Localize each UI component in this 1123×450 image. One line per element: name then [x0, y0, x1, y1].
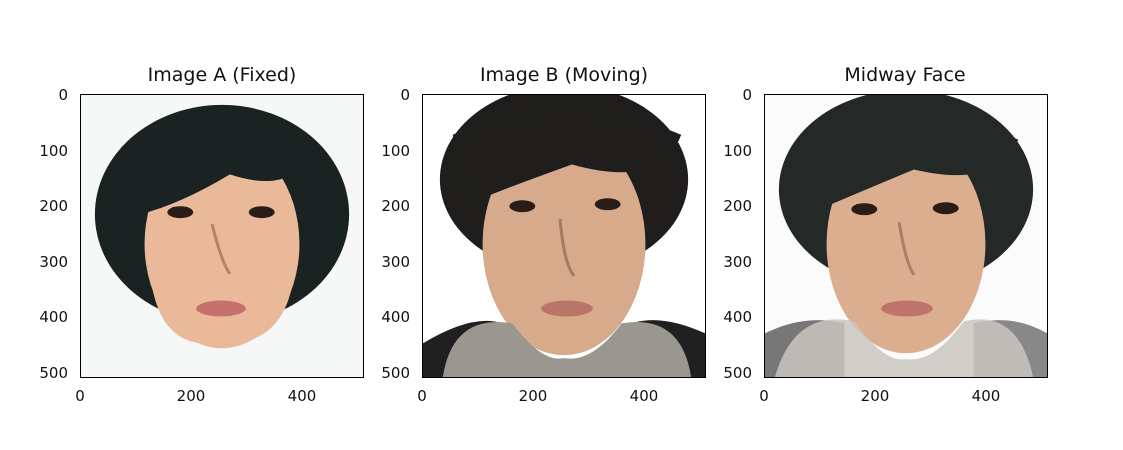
x-tick-label: 400 — [287, 387, 317, 405]
x-tick-label: 400 — [971, 387, 1001, 405]
image-frame-a — [80, 94, 364, 378]
y-tick-label: 300 — [381, 253, 410, 271]
face-image-midway — [765, 95, 1047, 377]
y-tick-label: 0 — [400, 86, 410, 104]
y-tick-label: 500 — [39, 364, 68, 382]
panel-title: Image B (Moving) — [479, 64, 649, 86]
image-frame-midway — [764, 94, 1048, 378]
face-image-a — [81, 95, 363, 377]
x-tick-label: 200 — [176, 387, 206, 405]
y-tick-label: 0 — [58, 86, 68, 104]
y-tick-label: 400 — [723, 308, 752, 326]
y-tick-label: 500 — [723, 364, 752, 382]
panel-title: Midway Face — [844, 64, 966, 86]
face-image-b — [423, 95, 705, 377]
y-tick-label: 100 — [381, 142, 410, 160]
x-tick-label: 400 — [629, 387, 659, 405]
panel-title: Image A (Fixed) — [147, 64, 297, 86]
y-tick-label: 300 — [723, 253, 752, 271]
y-tick-label: 200 — [381, 197, 410, 215]
y-tick-label: 300 — [39, 253, 68, 271]
y-tick-label: 500 — [381, 364, 410, 382]
x-tick-label: 0 — [759, 387, 769, 405]
y-tick-label: 400 — [39, 308, 68, 326]
x-tick-label: 0 — [417, 387, 427, 405]
y-tick-label: 100 — [39, 142, 68, 160]
x-tick-label: 200 — [860, 387, 890, 405]
y-tick-label: 200 — [39, 197, 68, 215]
image-frame-b — [422, 94, 706, 378]
x-tick-label: 200 — [518, 387, 548, 405]
y-tick-label: 200 — [723, 197, 752, 215]
y-tick-label: 0 — [742, 86, 752, 104]
y-tick-label: 100 — [723, 142, 752, 160]
y-tick-label: 400 — [381, 308, 410, 326]
x-tick-label: 0 — [75, 387, 85, 405]
